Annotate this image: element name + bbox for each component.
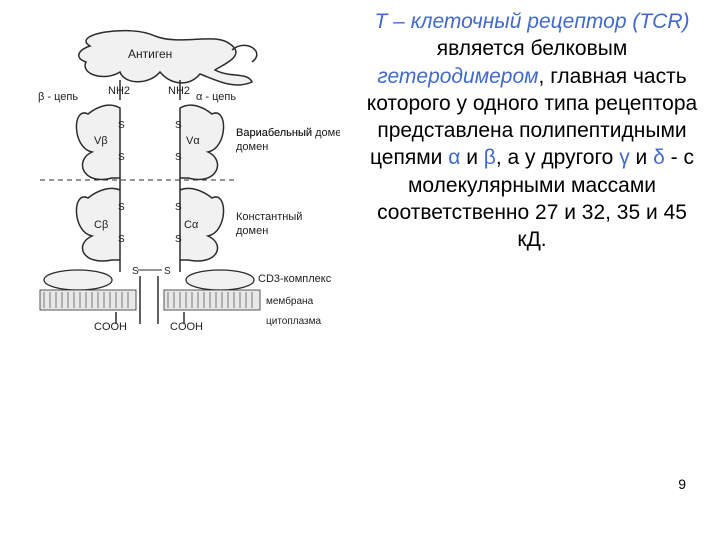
nh2-right-label: NH2	[168, 85, 190, 97]
description-text: Т – клеточный рецептор (TCR) является бе…	[362, 8, 702, 254]
svg-text:домен: домен	[236, 141, 268, 153]
heterodimer-term: гетеродимером	[377, 65, 538, 88]
svg-text:S: S	[118, 120, 125, 131]
cooh-left-label: COOH	[94, 321, 127, 333]
cd3-right	[186, 270, 254, 290]
calpha-label: Cα	[184, 219, 199, 231]
svg-text:Вариабельный: Вариабельный	[236, 127, 312, 139]
valpha-label: Vα	[186, 135, 200, 147]
svg-text:S: S	[175, 120, 182, 131]
cooh-right-label: COOH	[170, 321, 203, 333]
svg-text:S: S	[118, 152, 125, 163]
svg-text:S: S	[175, 202, 182, 213]
cbeta-label: Cβ	[94, 219, 108, 231]
delta-symbol: δ	[653, 146, 665, 169]
alpha-chain-label: α - цепь	[196, 91, 236, 103]
slide: Антиген NH2 NH2 β - цепь α - цепь Vβ Vα …	[0, 0, 720, 540]
svg-text:Константный: Константный	[236, 211, 302, 223]
cd3-label: СD3-комплекс	[258, 273, 332, 285]
nh2-left-label: NH2	[108, 85, 130, 97]
beta-symbol: β	[484, 146, 496, 169]
beta-chain-label: β - цепь	[38, 91, 78, 103]
svg-text:S: S	[175, 234, 182, 245]
alpha-symbol: α	[448, 146, 460, 169]
vbeta-label: Vβ	[94, 135, 108, 147]
cd3-left	[44, 270, 112, 290]
tcr-svg: Антиген NH2 NH2 β - цепь α - цепь Vβ Vα …	[20, 28, 340, 348]
page-number: 9	[678, 476, 686, 492]
svg-text:S: S	[175, 152, 182, 163]
svg-text:S: S	[118, 234, 125, 245]
svg-text:S: S	[132, 266, 139, 277]
gamma-symbol: γ	[619, 146, 630, 169]
cytoplasm-label: цитоплазма	[266, 316, 322, 327]
antigen-label: Антиген	[128, 47, 172, 61]
svg-text:S: S	[164, 266, 171, 277]
svg-text:домен: домен	[236, 225, 268, 237]
svg-text:S: S	[118, 202, 125, 213]
tcr-term: Т – клеточный рецептор (TCR)	[375, 10, 690, 33]
tcr-diagram: Антиген NH2 NH2 β - цепь α - цепь Vβ Vα …	[20, 28, 340, 348]
membrane-label: мембрана	[266, 295, 314, 307]
